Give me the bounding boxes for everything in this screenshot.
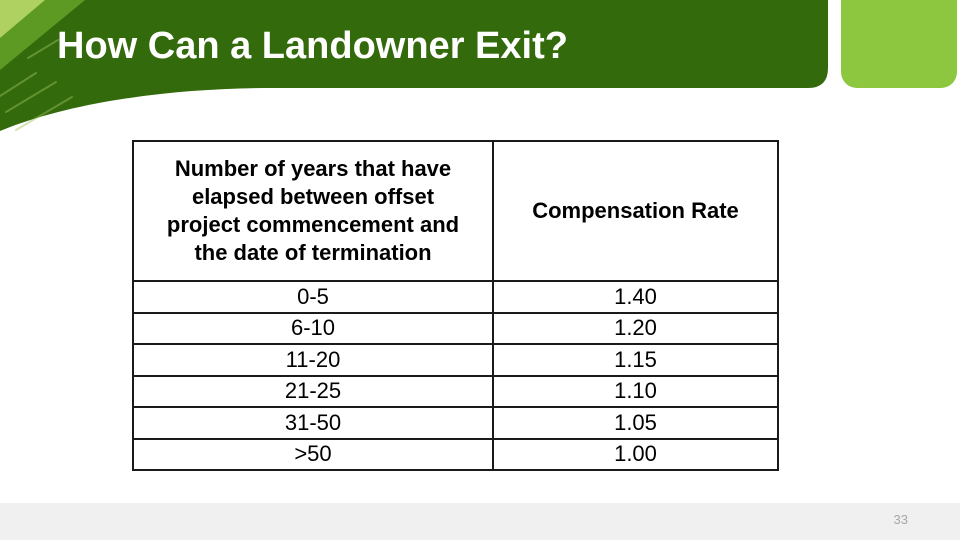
corner-wedge-light (0, 0, 45, 38)
years-cell: 0-5 (132, 280, 494, 314)
header-banner (0, 0, 957, 131)
rate-cell: 1.00 (492, 437, 779, 471)
rate-column-header: Compensation Rate (492, 140, 779, 282)
years-cell: 6-10 (132, 311, 494, 345)
years-cell: 21-25 (132, 374, 494, 408)
page-number: 33 (893, 512, 908, 527)
table-row: 31-50 1.05 (132, 406, 779, 440)
header-streaks (0, 39, 73, 131)
rate-cell: 1.10 (492, 374, 779, 408)
years-cell: 11-20 (132, 343, 494, 377)
years-cell: >50 (132, 437, 494, 471)
rate-cell: 1.40 (492, 280, 779, 314)
header-swoosh (0, 0, 828, 131)
table-row: >50 1.00 (132, 437, 779, 471)
rate-cell: 1.05 (492, 406, 779, 440)
table-row: 6-10 1.20 (132, 311, 779, 345)
footer-bar: 33 (0, 503, 960, 540)
table-row: 0-5 1.40 (132, 280, 779, 314)
header-accent-block (841, 0, 957, 88)
table-header-row: Number of years that have elapsed betwee… (132, 140, 779, 282)
compensation-table: Number of years that have elapsed betwee… (132, 140, 779, 471)
table-row: 11-20 1.15 (132, 343, 779, 377)
rate-cell: 1.15 (492, 343, 779, 377)
years-cell: 31-50 (132, 406, 494, 440)
page-title: How Can a Landowner Exit? (57, 25, 568, 67)
table-row: 21-25 1.10 (132, 374, 779, 408)
years-column-header: Number of years that have elapsed betwee… (132, 140, 494, 282)
rate-cell: 1.20 (492, 311, 779, 345)
